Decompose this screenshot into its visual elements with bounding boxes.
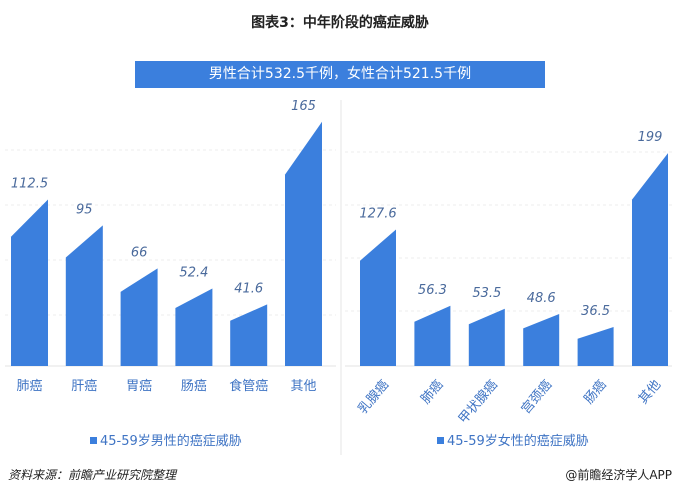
category-label: 肺癌 <box>16 378 42 394</box>
legend-swatch <box>437 437 444 444</box>
value-label: 95 <box>76 202 93 217</box>
bar <box>577 326 614 366</box>
legend-label: 45-59岁男性的癌症威胁 <box>100 433 242 449</box>
bar <box>414 305 451 366</box>
value-label: 48.6 <box>527 291 556 306</box>
chart-title: 图表3：中年阶段的癌症威胁 <box>251 15 429 31</box>
credit-note: @前瞻经济学人APP <box>565 468 672 482</box>
totals-banner: 男性合计532.5千例，女性合计521.5千例 <box>135 61 545 88</box>
value-label: 56.3 <box>418 283 447 298</box>
bar <box>285 121 322 366</box>
value-label: 41.6 <box>234 281 263 296</box>
category-label: 其他 <box>636 378 664 408</box>
value-label: 66 <box>131 245 148 260</box>
category-label: 肠癌 <box>181 378 207 394</box>
value-label: 112.5 <box>11 177 48 192</box>
category-label: 宫颈癌 <box>518 377 555 417</box>
bar <box>632 153 668 366</box>
category-label: 其他 <box>290 379 316 394</box>
bar <box>120 268 158 366</box>
value-label: 199 <box>638 130 663 145</box>
value-label: 127.6 <box>359 206 396 221</box>
bar <box>523 313 560 366</box>
value-label: 165 <box>291 99 316 114</box>
legend-swatch <box>90 437 97 444</box>
bar <box>65 225 103 366</box>
category-label: 乳腺癌 <box>355 377 392 417</box>
bar <box>230 304 268 366</box>
value-label: 53.5 <box>472 286 501 301</box>
value-label: 52.4 <box>179 265 208 280</box>
bar <box>360 229 396 366</box>
category-label: 肠癌 <box>581 377 610 407</box>
category-label: 胃癌 <box>126 378 152 394</box>
source-note: 资料来源：前瞻产业研究院整理 <box>8 468 177 482</box>
category-label: 肝癌 <box>71 378 97 394</box>
bar <box>175 288 213 366</box>
category-label: 食管癌 <box>229 378 268 394</box>
category-label: 肺癌 <box>418 377 447 407</box>
value-label: 36.5 <box>581 304 610 319</box>
bar <box>11 199 48 366</box>
bar <box>468 308 505 366</box>
category-label: 甲状腺癌 <box>455 377 501 427</box>
legend-label: 45-59岁女性的癌症威胁 <box>447 433 589 449</box>
